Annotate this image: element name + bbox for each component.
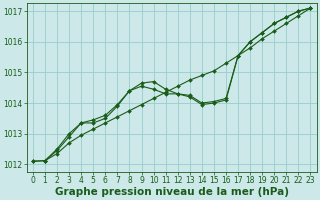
X-axis label: Graphe pression niveau de la mer (hPa): Graphe pression niveau de la mer (hPa) (55, 187, 289, 197)
